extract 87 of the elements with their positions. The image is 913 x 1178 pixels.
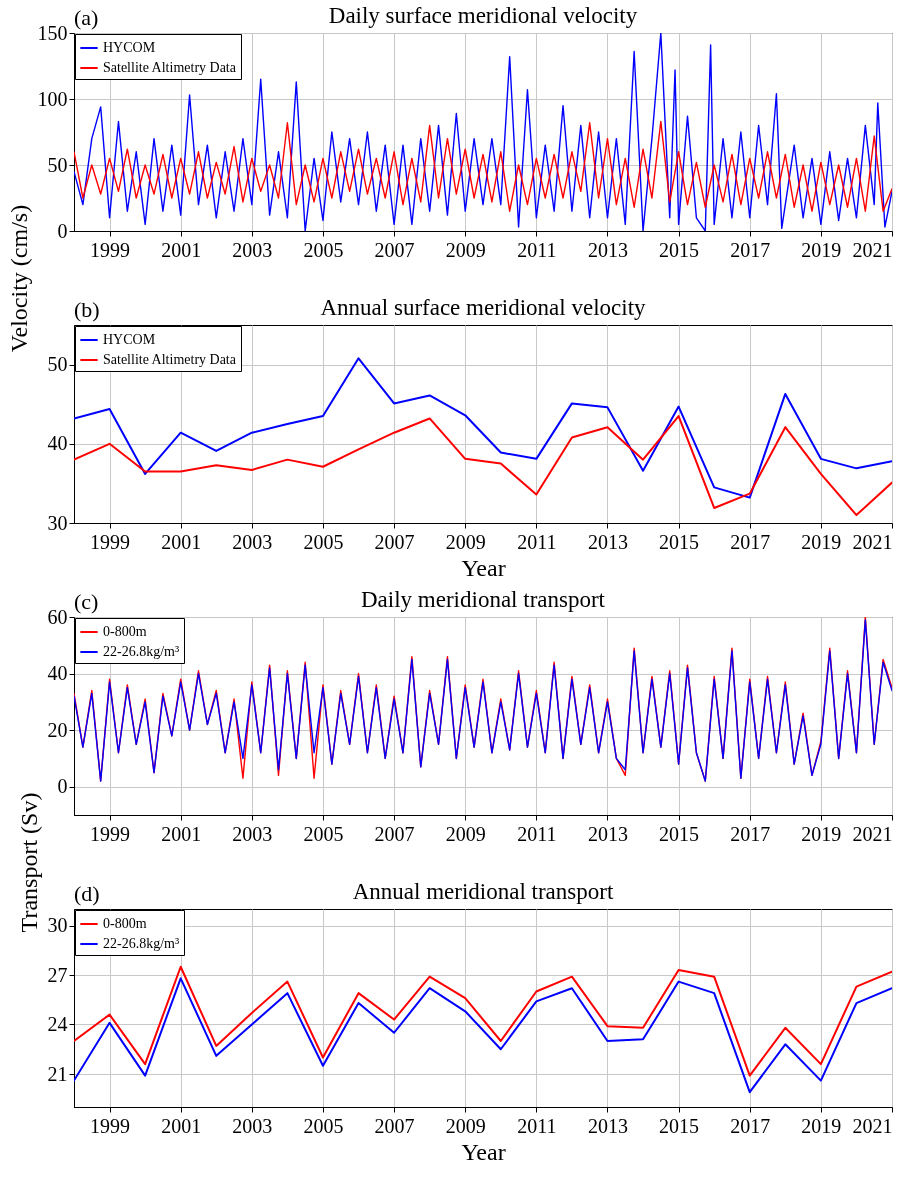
x-tick-label: 2007: [374, 238, 415, 261]
text: (b): [74, 297, 100, 322]
x-tick-label: 2007: [374, 530, 415, 553]
y-tick-label: 40: [47, 662, 68, 685]
legend-label: 0-800m: [103, 624, 147, 639]
x-tick-label: 2015: [659, 1114, 700, 1137]
y-tick-label: 27: [47, 963, 68, 986]
chart-title: Daily meridional transport: [361, 587, 606, 612]
x-tick-label: 2017: [730, 530, 771, 553]
legend-label: HYCOM: [103, 332, 156, 347]
chart-title: Daily surface meridional velocity: [328, 3, 638, 28]
x-tick-label: 2011: [517, 1114, 557, 1137]
x-tick-label: 2015: [659, 822, 700, 845]
x-tick-label: 1999: [90, 238, 131, 261]
y-tick-label: 50: [47, 153, 68, 176]
y-tick-label: 0: [57, 219, 68, 242]
text: (a): [74, 5, 99, 30]
line-series: [74, 415, 892, 517]
y-axis-title: Velocity (cm/s): [5, 204, 32, 353]
x-tick-label: 2003: [232, 530, 273, 553]
legend-label: Satellite Altimetry Data: [103, 352, 237, 367]
x-tick-label: 2009: [445, 1114, 486, 1137]
x-tick-label: 2021: [852, 822, 893, 845]
legend-label: HYCOM: [103, 40, 156, 55]
y-tick-label: 60: [47, 605, 68, 628]
x-tick-label: 1999: [90, 822, 131, 845]
x-tick-label: 2017: [730, 1114, 771, 1137]
chart-title: Annual meridional transport: [352, 879, 614, 904]
x-axis-title: Year: [461, 554, 506, 581]
y-tick-label: 21: [47, 1062, 68, 1085]
x-tick-label: 2013: [587, 530, 628, 553]
x-tick-label: 2009: [445, 822, 486, 845]
x-tick-label: 2019: [801, 822, 842, 845]
y-axis-title: Transport (Sv): [15, 792, 42, 933]
x-tick-label: 2015: [659, 530, 700, 553]
x-tick-label: 2001: [161, 1114, 202, 1137]
y-tick-label: 30: [47, 914, 68, 936]
y-tick-label: 150: [37, 21, 68, 44]
legend-label: 22-26.8kg/m³: [103, 644, 180, 659]
y-tick-label: 20: [47, 718, 68, 741]
x-tick-label: 2003: [232, 1114, 273, 1137]
line-series: [74, 965, 892, 1077]
text: (d): [74, 881, 100, 906]
x-tick-label: 1999: [90, 530, 131, 553]
chart-title: Annual surface meridional velocity: [320, 295, 647, 320]
x-tick-label: 2013: [587, 238, 628, 261]
x-tick-label: 2001: [161, 238, 202, 261]
x-axis-title: Year: [461, 1138, 506, 1165]
legend-label: 0-800m: [103, 916, 147, 931]
x-tick-label: 2007: [374, 822, 415, 845]
x-tick-label: 2009: [445, 238, 486, 261]
x-tick-label: 2021: [852, 238, 893, 261]
line-series: [74, 120, 892, 212]
x-tick-label: 2003: [232, 822, 273, 845]
x-tick-label: 2005: [303, 530, 344, 553]
x-tick-label: 2021: [852, 1114, 893, 1137]
x-tick-label: 1999: [90, 1114, 131, 1137]
x-tick-label: 2019: [801, 1114, 842, 1137]
legend-label: 22-26.8kg/m³: [103, 936, 180, 951]
x-tick-label: 2015: [659, 238, 700, 261]
x-tick-label: 2013: [587, 1114, 628, 1137]
y-tick-label: 0: [57, 775, 68, 798]
x-tick-label: 2005: [303, 238, 344, 261]
line-series: [74, 977, 892, 1094]
x-tick-label: 2005: [303, 1114, 344, 1137]
x-tick-label: 2005: [303, 822, 344, 845]
x-tick-label: 2011: [517, 238, 557, 261]
x-tick-label: 2017: [730, 822, 771, 845]
x-tick-label: 2019: [801, 530, 842, 553]
text: (c): [74, 589, 99, 614]
x-tick-label: 2021: [852, 530, 893, 553]
x-tick-label: 2001: [161, 530, 202, 553]
y-tick-label: 40: [47, 432, 68, 455]
x-tick-label: 2017: [730, 238, 771, 261]
y-tick-label: 100: [37, 87, 68, 110]
x-tick-label: 2001: [161, 822, 202, 845]
y-tick-label: 30: [47, 511, 68, 534]
y-tick-label: 24: [47, 1013, 68, 1035]
x-tick-label: 2011: [517, 822, 557, 845]
legend-label: Satellite Altimetry Data: [103, 60, 237, 75]
x-tick-label: 2009: [445, 530, 486, 553]
x-tick-label: 2011: [517, 530, 557, 553]
x-tick-label: 2003: [232, 238, 273, 261]
x-tick-label: 2013: [587, 822, 628, 845]
y-tick-label: 50: [47, 353, 68, 376]
x-tick-label: 2007: [374, 1114, 415, 1137]
x-tick-label: 2019: [801, 238, 842, 261]
